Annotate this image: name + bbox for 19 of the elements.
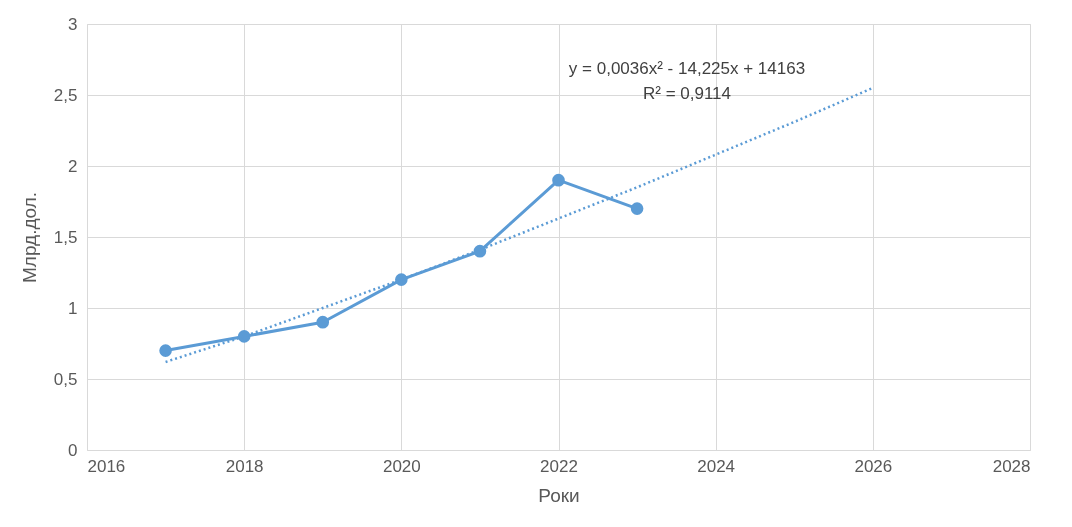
x-tick-label: 2028: [992, 456, 1031, 476]
x-tick-label: 2020: [382, 456, 421, 476]
y-tick-label: 1,5: [53, 227, 78, 247]
x-tick-label: 2024: [697, 456, 736, 476]
x-tick-label: 2022: [540, 456, 578, 476]
x-tick-label: 2016: [87, 456, 126, 476]
y-tick-label: 1: [68, 298, 78, 318]
annotation: R² = 0,9114: [642, 84, 732, 103]
y-tick-label: 3: [68, 14, 78, 34]
x-tick-label: 2018: [225, 456, 264, 476]
y-tick-label: 2: [68, 156, 78, 176]
x-tick-label: 2026: [854, 456, 893, 476]
x-axis-title: Роки: [538, 484, 580, 506]
y-tick-label: 0,5: [53, 369, 78, 389]
y-axis-title: Млрд.дол.: [18, 191, 40, 284]
line-series: [164, 86, 875, 364]
y-tick-label: 2,5: [53, 85, 78, 105]
annotation: y = 0,0036x² - 14,225x + 14163: [568, 59, 806, 78]
y-tick-label: 0: [68, 440, 78, 460]
